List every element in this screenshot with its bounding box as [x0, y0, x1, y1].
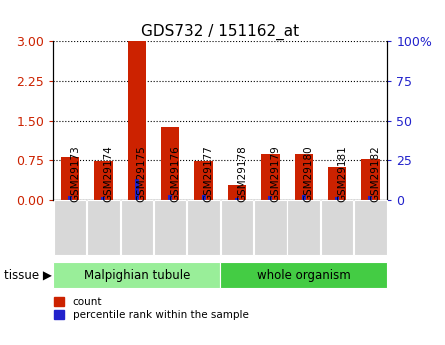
- Bar: [68, 196, 72, 200]
- Text: Malpighian tubule: Malpighian tubule: [84, 269, 190, 282]
- Bar: [295, 154, 313, 200]
- Text: GSM29178: GSM29178: [237, 145, 247, 202]
- Bar: [302, 195, 306, 200]
- Text: GSM29176: GSM29176: [170, 145, 180, 202]
- Bar: [228, 185, 246, 200]
- Text: GSM29180: GSM29180: [303, 145, 314, 202]
- Legend: count, percentile rank within the sample: count, percentile rank within the sample: [50, 293, 253, 324]
- Bar: [94, 161, 113, 200]
- Bar: [235, 198, 239, 200]
- Text: GSM29175: GSM29175: [137, 145, 147, 202]
- Bar: [361, 159, 380, 200]
- Bar: [128, 41, 146, 200]
- Bar: [268, 196, 272, 200]
- Text: GSM29179: GSM29179: [271, 145, 280, 202]
- Bar: [101, 197, 105, 200]
- Bar: [135, 179, 139, 200]
- Bar: [61, 157, 79, 200]
- Bar: [168, 195, 172, 200]
- Title: GDS732 / 151162_at: GDS732 / 151162_at: [141, 24, 299, 40]
- Text: GSM29182: GSM29182: [370, 145, 380, 202]
- Text: GSM29177: GSM29177: [204, 145, 214, 202]
- Bar: [161, 127, 179, 200]
- Bar: [261, 154, 279, 200]
- Bar: [335, 197, 339, 200]
- Bar: [368, 196, 372, 200]
- Bar: [202, 195, 206, 200]
- Bar: [194, 161, 213, 200]
- Text: GSM29173: GSM29173: [70, 145, 80, 202]
- Text: GSM29174: GSM29174: [104, 145, 113, 202]
- Text: tissue ▶: tissue ▶: [4, 269, 53, 282]
- Text: GSM29181: GSM29181: [337, 145, 347, 202]
- Bar: [328, 167, 346, 200]
- Text: whole organism: whole organism: [257, 269, 351, 282]
